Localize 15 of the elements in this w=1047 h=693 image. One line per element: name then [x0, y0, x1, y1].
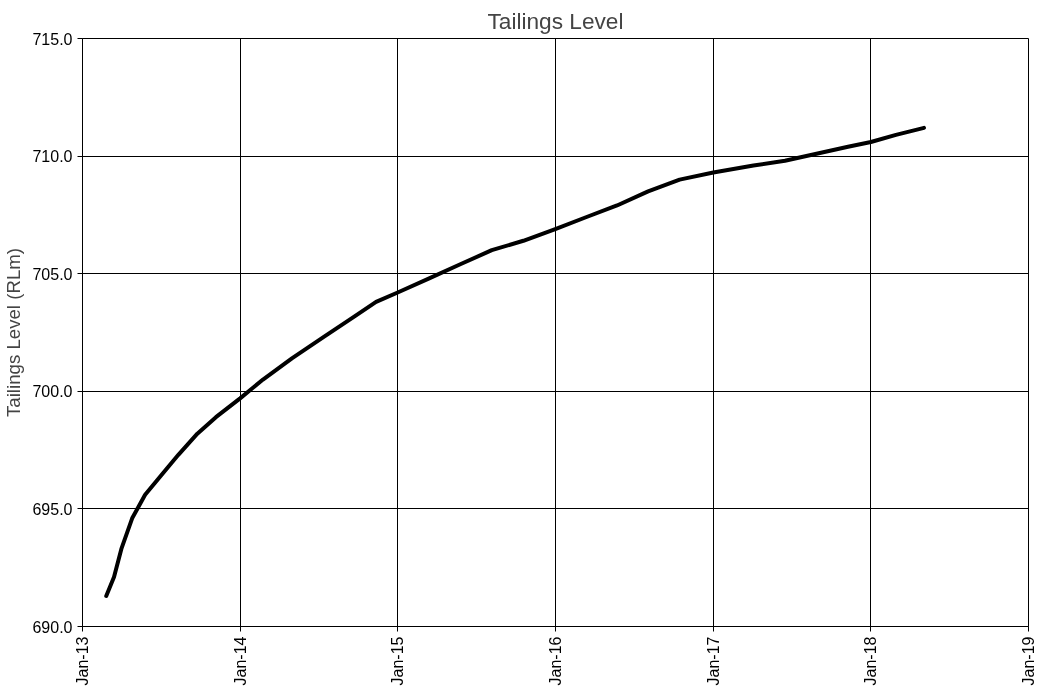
- y-tick-label: 705.0: [32, 265, 73, 283]
- y-tick-label: 710.0: [32, 148, 73, 166]
- chart-title: Tailings Level: [487, 7, 624, 34]
- x-tick-label: Jan-18: [862, 636, 880, 686]
- y-axis-title: Tailings Level (RLm): [3, 248, 25, 417]
- x-tick-label: Jan-19: [1020, 636, 1037, 686]
- y-tick-label: 715.0: [32, 30, 73, 48]
- x-tick-label: Jan-16: [546, 636, 564, 686]
- x-tick-label: Jan-14: [231, 636, 249, 686]
- y-tick-label: 695.0: [32, 500, 73, 518]
- x-tick-label: Jan-17: [704, 636, 722, 686]
- y-tick-label: 690.0: [32, 618, 73, 636]
- y-tick-label: 700.0: [32, 383, 73, 401]
- x-tick-label: Jan-13: [74, 636, 91, 686]
- x-tick-label: Jan-15: [389, 636, 407, 686]
